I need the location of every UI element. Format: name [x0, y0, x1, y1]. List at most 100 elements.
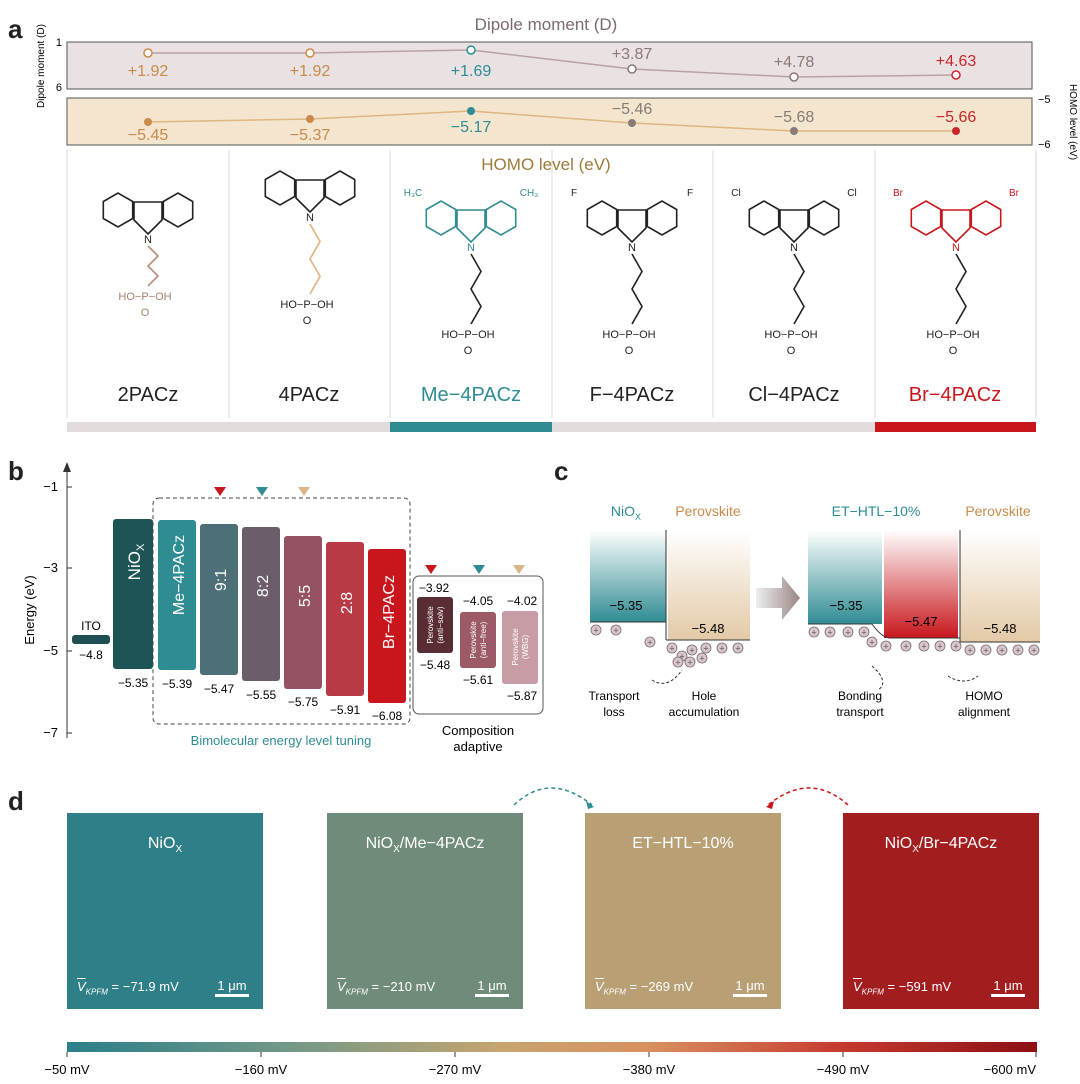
hole-icon: [918, 640, 930, 652]
hole-icon: [672, 656, 684, 668]
strip-red: [875, 422, 1036, 432]
svg-text:Cl: Cl: [847, 188, 856, 199]
hole-icon: [980, 644, 992, 656]
scale-bar: 1 μm: [733, 978, 767, 997]
hole-icon: [700, 642, 712, 654]
pvk3-label: Perovskite(WBG): [511, 628, 530, 666]
homo-point: [144, 118, 152, 126]
svg-text:HO−P−OH: HO−P−OH: [602, 329, 655, 341]
hole-icon: [808, 626, 820, 638]
bar-2-8-label: 2:8: [339, 592, 356, 614]
c-right-arrow-1: [871, 665, 884, 691]
dipole-point: [627, 64, 637, 74]
dipole-point: [951, 70, 961, 80]
svg-text:+: +: [921, 642, 926, 652]
svg-text:Br: Br: [1009, 188, 1020, 199]
hole-icon: [934, 640, 946, 652]
c-right-niox-band: [808, 530, 882, 624]
svg-text:+: +: [703, 644, 708, 654]
dipole-band: [66, 41, 1033, 90]
pvk3-top: −4.02: [507, 594, 538, 608]
homo-point: [306, 115, 314, 123]
bar-9-1: [200, 524, 238, 675]
kpfm-image: ET−HTL−10% VKPFM = −269 mV 1 μm: [585, 813, 781, 1009]
c-right-value-3: −5.48: [984, 621, 1017, 636]
svg-text:+: +: [719, 644, 724, 654]
hole-icon: [866, 636, 878, 648]
bar-br4pacz-label: Br−4PACz: [381, 575, 398, 649]
c-caption-transport: Transport: [589, 689, 641, 703]
svg-text:+: +: [613, 626, 618, 636]
homo-point: [790, 127, 798, 135]
c-left-perovskite: Perovskite: [675, 503, 741, 519]
bimolecular-box: [152, 497, 411, 725]
homo-series: −5.45 −5.37 −5.17 −5.46 −5.68 −5.66: [128, 101, 977, 144]
y-tick-m7: −7: [43, 725, 58, 740]
homo-title: HOMO level (eV): [481, 155, 610, 174]
dipole-title: Dipole moment (D): [475, 15, 618, 34]
pvk2-top: −4.05: [463, 594, 494, 608]
bar-2-8-value: −5.91: [330, 703, 361, 717]
c-right-arrow-2: [947, 675, 979, 682]
hole-icon: [858, 626, 870, 638]
bar-2-8: [326, 542, 364, 696]
hole-icon: [732, 642, 744, 654]
c-caption-alignment: alignment: [958, 705, 1011, 719]
svg-text:+: +: [953, 642, 958, 652]
hole-icon: [684, 656, 696, 668]
bar-5-5: [284, 536, 322, 689]
homo-band: [66, 97, 1033, 146]
svg-text:Br: Br: [893, 188, 904, 199]
homo-value: −5.68: [774, 109, 815, 126]
composition-caption-2: adaptive: [453, 739, 502, 754]
molecule-structure: N HO−P−OH O Cl Cl: [731, 188, 856, 357]
hole-icon: [1012, 644, 1024, 656]
molecule-structure: N HO−P−OH O Br Br: [893, 188, 1020, 357]
dipole-axis-label: Dipole moment (D): [36, 24, 47, 108]
svg-text:O: O: [303, 315, 312, 327]
pvk-wbg: [502, 611, 538, 684]
bar-ito: [72, 635, 110, 644]
scale-bar: 1 μm: [215, 978, 249, 997]
dipole-value: +1.69: [451, 63, 492, 80]
svg-text:+: +: [861, 628, 866, 638]
svg-text:+: +: [983, 646, 988, 656]
svg-text:F: F: [571, 188, 577, 199]
c-caption-loss: loss: [603, 705, 624, 719]
bar-ito-label: ITO: [81, 619, 101, 633]
molecule-structure: N HO−P−OH O H₃C CH₃: [404, 188, 539, 357]
bar-br4pacz-value: −6.08: [372, 709, 403, 723]
svg-text:O: O: [464, 345, 473, 357]
svg-text:+: +: [689, 646, 694, 656]
homo-point: [952, 127, 960, 135]
bar-me4pacz-label: Me−4PACz: [171, 535, 188, 615]
svg-text:+: +: [1015, 646, 1020, 656]
hole-icon: [842, 626, 854, 638]
pvk3-bottom: −5.87: [507, 689, 538, 703]
d-arrow-teal: [513, 787, 593, 806]
panel-c-diagram: NiOX Perovskite −5.35 −5.48 + +++++ + + ++ + +…: [589, 503, 1040, 719]
kpfm-value: VKPFM = −269 mV: [595, 979, 694, 997]
bar-me4pacz-value: −5.39: [162, 677, 193, 691]
c-left-arrow: [651, 669, 683, 684]
colorbar-tick-5: −600 mV: [984, 1062, 1037, 1077]
svg-text:H₃C: H₃C: [404, 188, 423, 199]
homo-tick-5: −5: [1038, 94, 1051, 106]
kpfm-value: VKPFM = −210 mV: [337, 979, 436, 997]
molecule-label-br-4pacz: Br−4PACz: [908, 384, 1002, 406]
hole-icon: [880, 640, 892, 652]
composition-box: [412, 575, 544, 715]
svg-text:+: +: [669, 644, 674, 654]
svg-text:+: +: [1031, 646, 1036, 656]
svg-text:+: +: [903, 642, 908, 652]
homo-value: −5.66: [936, 109, 977, 126]
strip-gray-mid: [552, 422, 875, 432]
homo-tick-6: −6: [1038, 139, 1051, 151]
dipole-tick-1: 1: [56, 37, 62, 49]
hole-icon: [666, 642, 678, 654]
hole-icon: [686, 644, 698, 656]
kpfm-value: VKPFM = −591 mV: [853, 979, 952, 997]
panel-d-arrows: [513, 787, 849, 809]
svg-text:+: +: [827, 628, 832, 638]
molecule-label-cl-4pacz: Cl−4PACz: [748, 384, 840, 406]
